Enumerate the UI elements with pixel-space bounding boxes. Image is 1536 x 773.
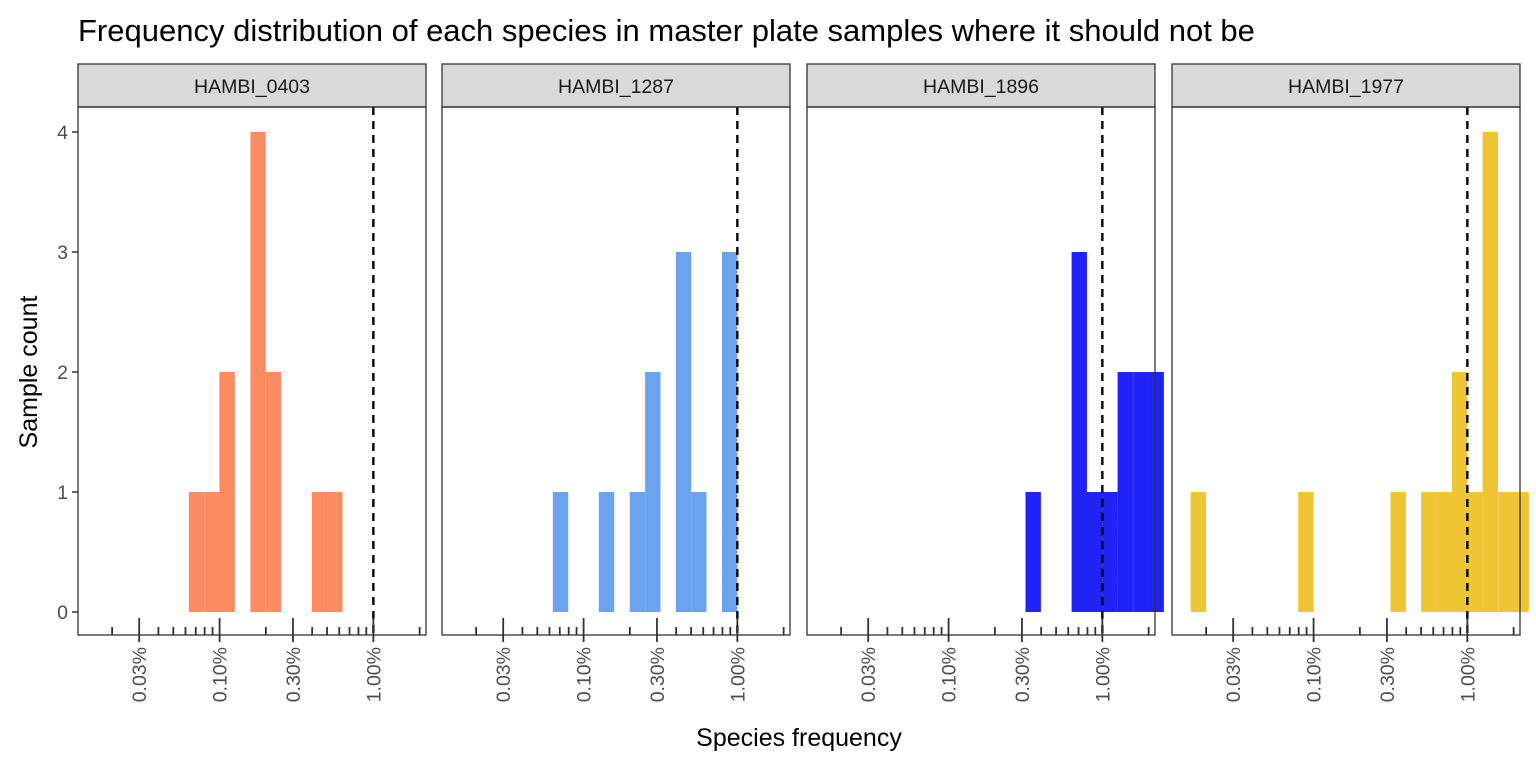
x-tick-label: 1.00%	[727, 647, 749, 702]
y-tick-label: 3	[57, 242, 68, 264]
histogram-bar	[1467, 492, 1483, 612]
histogram-bar	[1482, 132, 1498, 612]
x-tick-label: 0.03%	[493, 647, 515, 702]
x-tick-label: 0.03%	[1223, 647, 1245, 702]
histogram-bar	[1071, 252, 1087, 612]
facet-strip-label: HAMBI_1287	[558, 76, 674, 98]
x-tick-label: 0.30%	[1012, 647, 1034, 702]
x-tick-label: 0.30%	[647, 647, 669, 702]
histogram-bar	[645, 372, 661, 612]
panel-border	[806, 106, 1156, 636]
x-tick-label: 0.10%	[1304, 647, 1326, 702]
histogram-bar	[1513, 492, 1529, 612]
histogram-bar	[1390, 492, 1406, 612]
panel-border	[441, 106, 791, 636]
x-axis-title: Species frequency	[696, 724, 902, 752]
histogram-bar	[691, 492, 707, 612]
histogram-bar	[675, 252, 692, 612]
facet-strip-label: HAMBI_0403	[194, 76, 310, 98]
x-tick-label: 1.00%	[1092, 647, 1114, 702]
facet-panel: HAMBI_1977 0.03% 0.10% 0.30% 1.00%	[1171, 63, 1529, 702]
x-tick-label: 0.03%	[858, 647, 880, 702]
histogram-bar	[1025, 492, 1041, 612]
histogram-bar	[1436, 492, 1452, 612]
histogram-bar	[629, 492, 646, 612]
x-tick-label: 1.00%	[363, 647, 385, 702]
histogram-bar	[598, 492, 615, 612]
histogram-bar	[265, 372, 282, 612]
y-tick-label: 2	[57, 362, 68, 384]
histogram-bar	[1421, 492, 1437, 612]
histogram-bar	[1190, 492, 1207, 612]
histogram-bar	[204, 492, 220, 612]
x-tick-label: 0.03%	[129, 647, 151, 702]
x-tick-label: 0.30%	[283, 647, 305, 702]
x-tick-label: 0.10%	[210, 647, 232, 702]
facet-strip	[806, 63, 1156, 108]
y-axis-title: Sample count	[15, 296, 43, 449]
facet-panel: HAMBI_1287 0.03% 0.10% 0.30% 1.00%	[441, 63, 791, 702]
histogram-bar	[721, 252, 738, 612]
histogram-bar	[1102, 492, 1118, 612]
histogram-bar	[1117, 372, 1133, 612]
y-tick-label: 0	[57, 602, 68, 624]
histogram-bar	[1498, 492, 1514, 612]
histogram-bar	[1086, 492, 1103, 612]
histogram-bar	[552, 492, 569, 612]
histogram-bar	[1451, 372, 1468, 612]
facet-panel: HAMBI_0403 0.03% 0.10% 0.30% 1.00%	[77, 63, 427, 702]
histogram-bar	[219, 372, 235, 612]
chart-title: Frequency distribution of each species i…	[78, 13, 1255, 48]
facet-strip	[1171, 63, 1521, 108]
histogram-bar	[327, 492, 343, 612]
facet-panel: HAMBI_1896 0.03% 0.10% 0.30% 1.00%	[806, 63, 1164, 702]
y-tick-label: 1	[57, 482, 68, 504]
facet-strip-label: HAMBI_1896	[923, 76, 1039, 98]
x-tick-label: 0.10%	[574, 647, 596, 702]
panel-border	[1171, 106, 1521, 636]
histogram-bar	[1298, 492, 1314, 612]
x-tick-label: 1.00%	[1457, 647, 1479, 702]
histogram-bar	[1148, 372, 1164, 612]
facet-strip-label: HAMBI_1977	[1288, 76, 1404, 98]
y-tick-label: 4	[57, 122, 68, 144]
histogram-bar	[311, 492, 328, 612]
facet-strip	[77, 63, 427, 108]
histogram-bar	[1133, 372, 1149, 612]
panel-border	[77, 106, 427, 636]
x-tick-label: 0.30%	[1377, 647, 1399, 702]
histogram-bar	[188, 492, 205, 612]
histogram-bar	[250, 132, 266, 612]
x-tick-label: 0.10%	[939, 647, 961, 702]
